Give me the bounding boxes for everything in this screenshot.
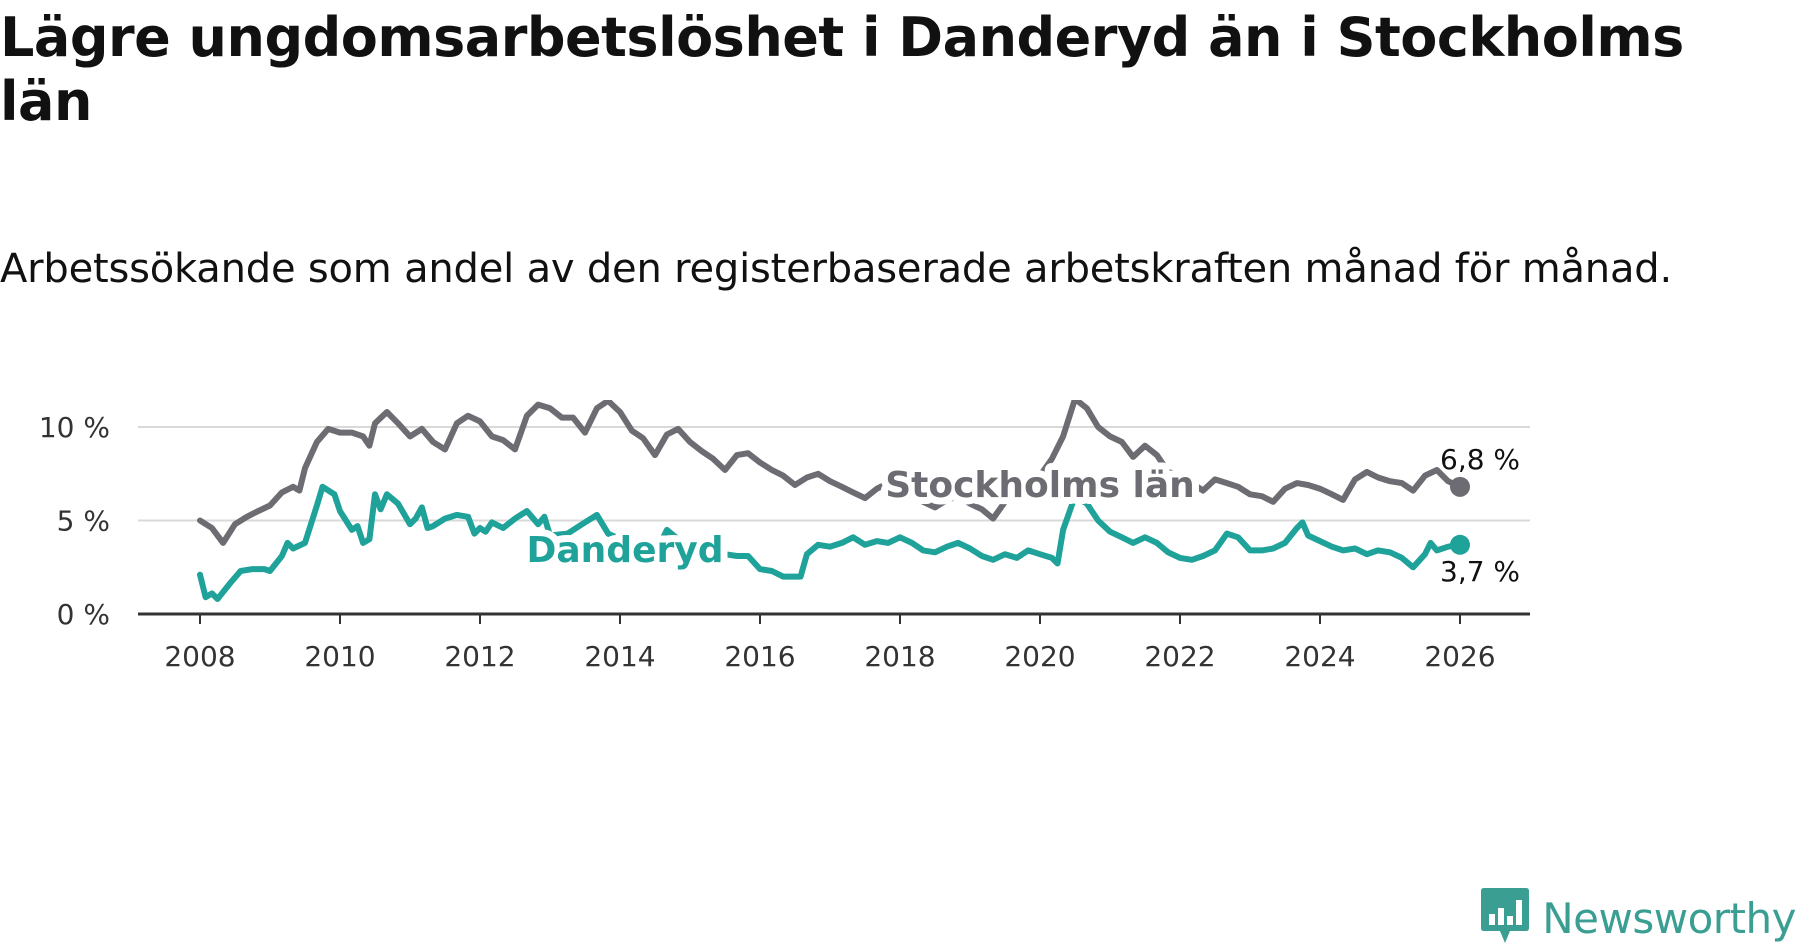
x-tick-label: 2018 xyxy=(864,640,935,673)
newsworthy-wordmark: Newsworthy xyxy=(1542,893,1796,943)
series-name-label: Stockholms län xyxy=(885,465,1195,506)
y-tick-label: 0 % xyxy=(57,598,110,631)
line-chart: 0 % 5 % 10 % 2008 2010 2012 2014 2016 2018 2020 20… xyxy=(39,400,1530,673)
x-tick-label: 2022 xyxy=(1144,640,1215,673)
x-tick-label: 2014 xyxy=(584,640,655,673)
x-tick-label: 2026 xyxy=(1424,640,1495,673)
x-tick-label: 2020 xyxy=(1004,640,1075,673)
chart-title: Lägre ungdomsarbetslöshet i Danderyd än … xyxy=(0,6,1684,133)
chart-subtitle: Arbetssökande som andel av den registerb… xyxy=(0,246,1672,292)
x-tick-label: 2016 xyxy=(724,640,795,673)
series-lines xyxy=(197,400,1470,602)
newsworthy-logo-icon xyxy=(1480,886,1530,950)
series-labels: 6,8 % 3,7 % Stockholms län Danderyd xyxy=(520,440,1524,591)
x-tick-label: 2024 xyxy=(1284,640,1355,673)
series-line-danderyd xyxy=(197,483,1463,602)
series-end-marker xyxy=(1450,534,1470,555)
y-tick-label: 5 % xyxy=(57,505,110,538)
gridlines xyxy=(138,426,1530,522)
end-value-label: 3,7 % xyxy=(1440,555,1520,588)
y-tick-label: 10 % xyxy=(39,411,110,444)
end-value-label: 6,8 % xyxy=(1440,443,1520,476)
x-tick-label: 2012 xyxy=(444,640,515,673)
x-tick-label: 2008 xyxy=(164,640,235,673)
x-tick-label: 2010 xyxy=(304,640,375,673)
newsworthy-brand[interactable]: Newsworthy xyxy=(1480,888,1796,948)
series-end-marker xyxy=(1450,476,1470,497)
series-line-stockholms-lan xyxy=(197,400,1463,546)
axes: 0 % 5 % 10 % 2008 2010 2012 2014 2016 2018 2020 20… xyxy=(39,411,1530,673)
series-name-label: Danderyd xyxy=(527,530,724,571)
